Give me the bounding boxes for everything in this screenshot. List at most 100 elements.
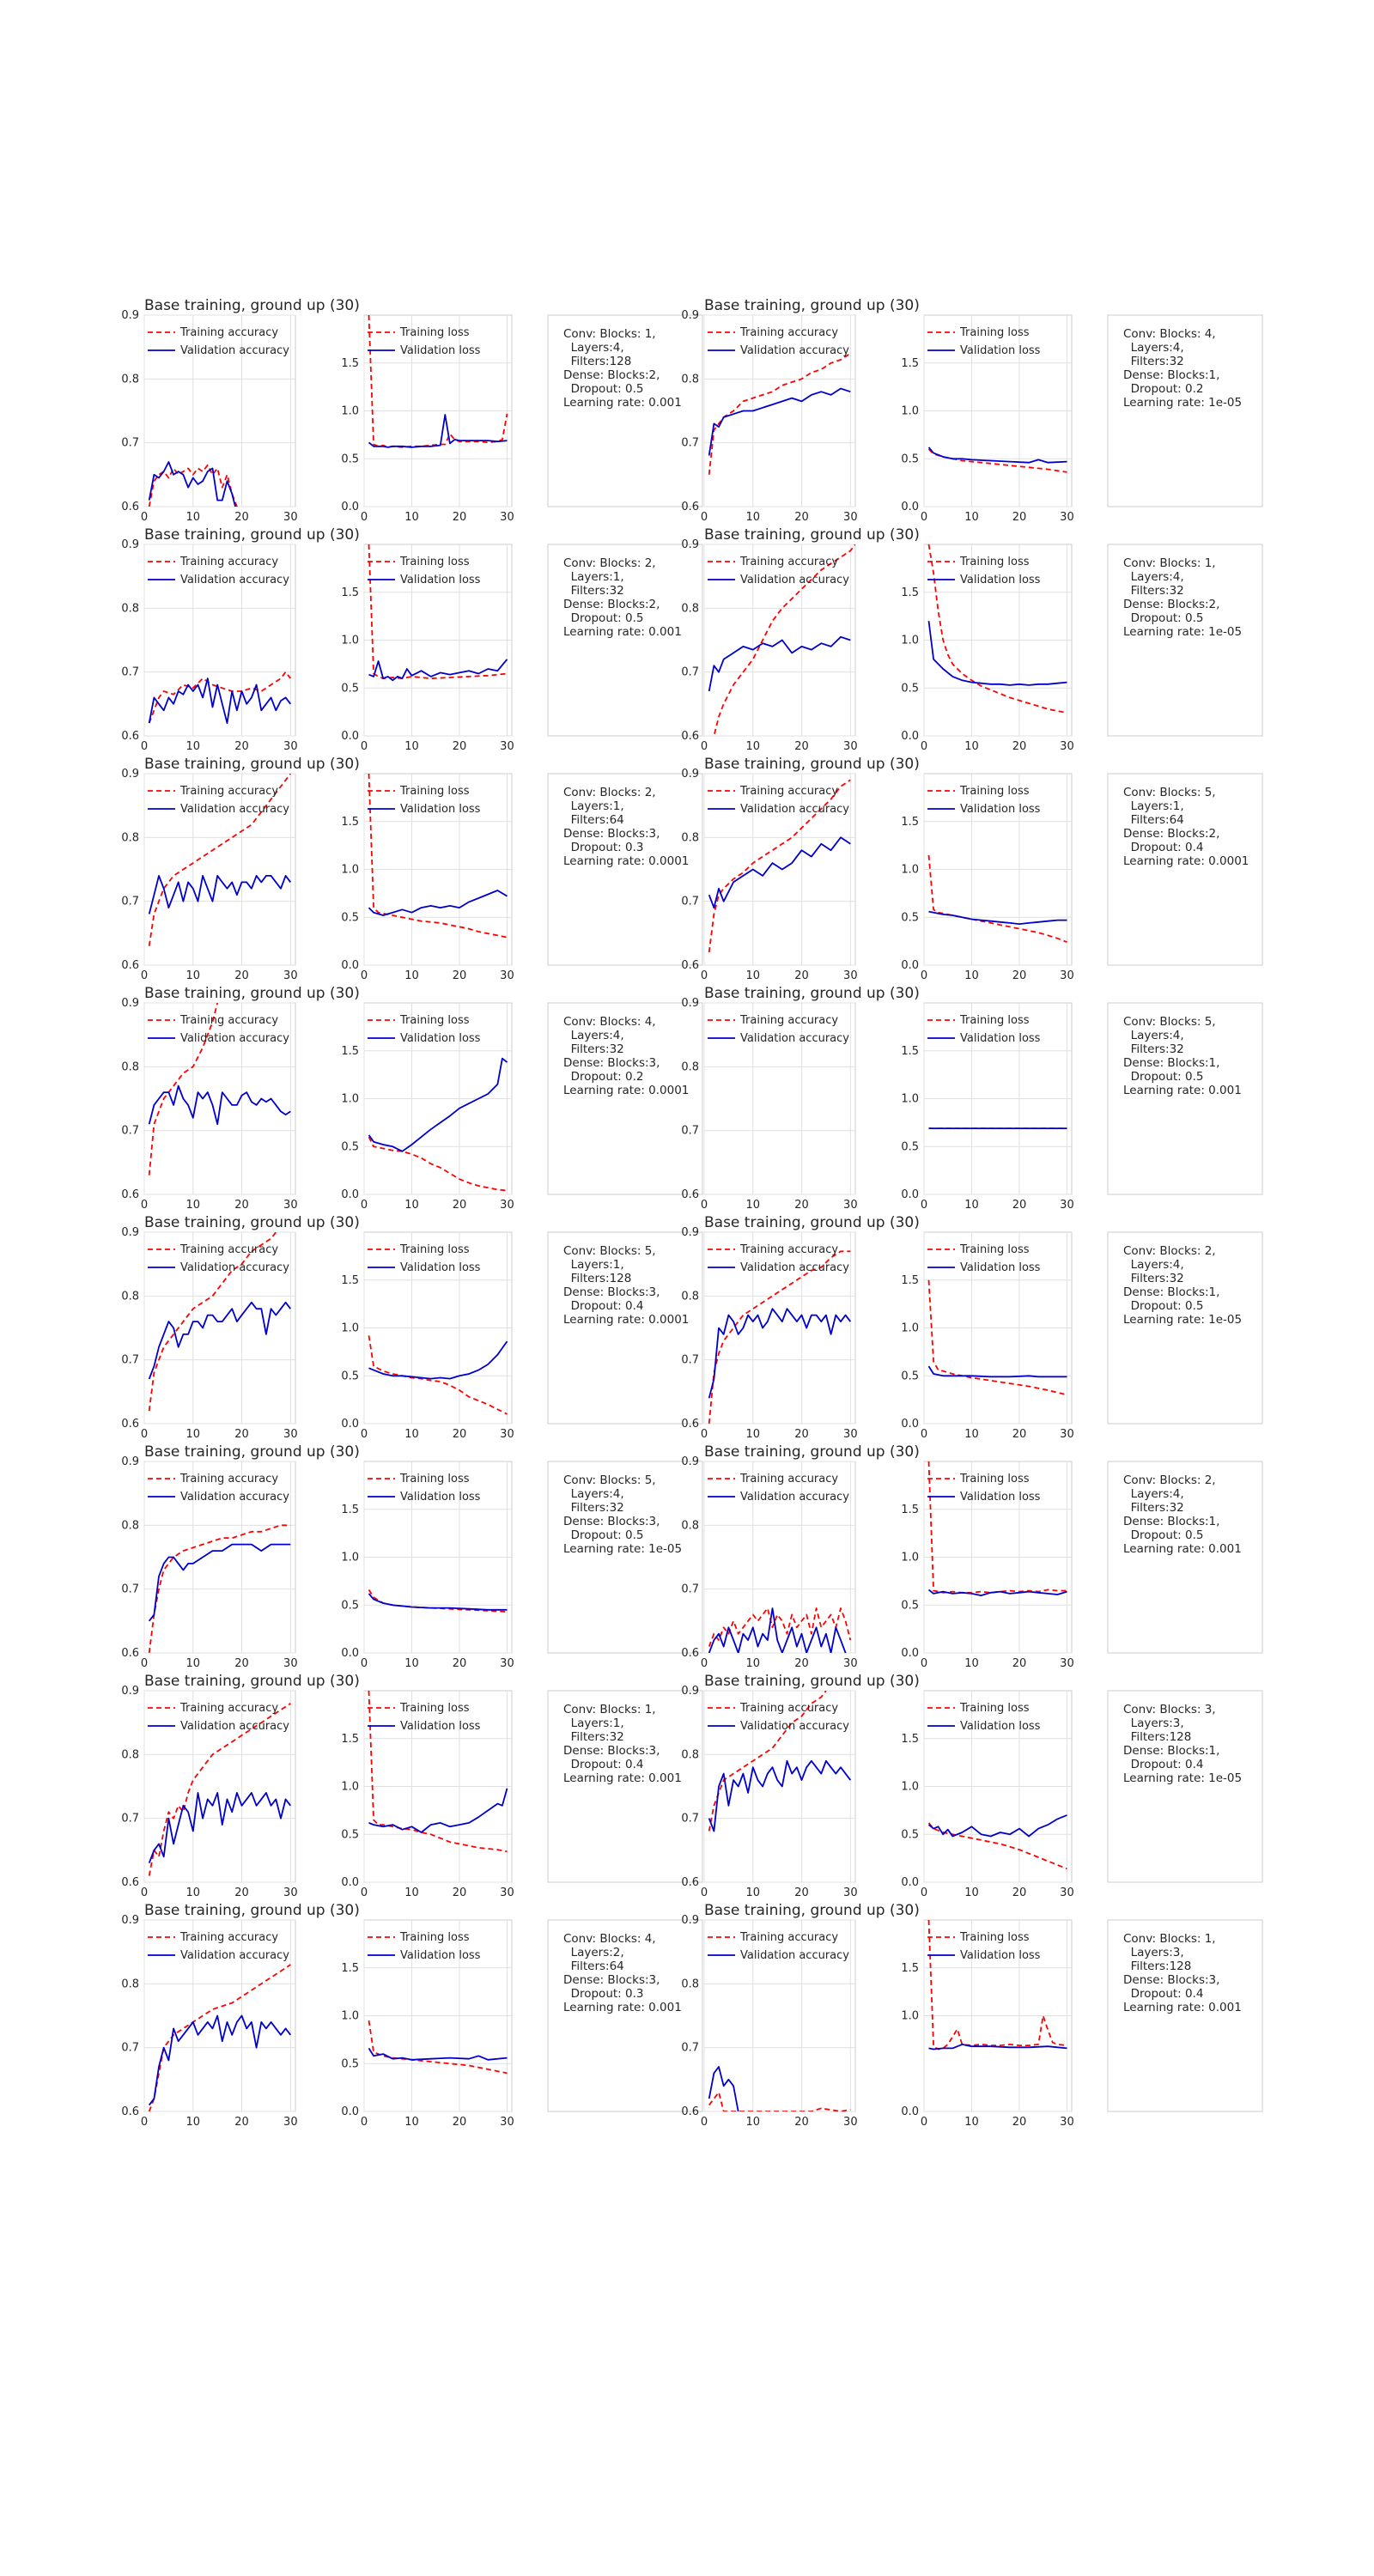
subplot-title: Base training, ground up (30) — [144, 1214, 360, 1231]
accuracy-plot-area — [703, 1690, 856, 1883]
series-lines — [708, 1691, 852, 1832]
y-tick-label: 1.5 — [341, 1962, 359, 1975]
training-accuracy-line — [708, 1691, 827, 1832]
y-tick-label: 0.8 — [121, 1519, 139, 1532]
y-tick-label: 0.7 — [121, 2042, 139, 2055]
legend-label: Training accuracy — [179, 1931, 278, 1944]
x-tick-label: 10 — [964, 2116, 979, 2129]
x-tick-label: 20 — [794, 740, 809, 753]
x-tick-label: 0 — [361, 2116, 368, 2129]
training-loss-line — [368, 1335, 508, 1415]
config-line: Learning rate: 0.001 — [1123, 1084, 1242, 1097]
y-tick-label: 0.9 — [681, 1455, 699, 1468]
series-lines — [368, 2020, 508, 2075]
y-tick-label: 0.7 — [121, 896, 139, 908]
legend-label: Validation loss — [400, 1720, 481, 1733]
legend-label: Training accuracy — [179, 556, 278, 568]
config-line: Dropout: 0.4 — [563, 1299, 643, 1313]
config-line: Learning rate: 1e-05 — [1123, 625, 1242, 639]
run-7: Base training, ground up (30)0 10 20 300.60… — [121, 985, 703, 1212]
config-panel — [547, 314, 703, 507]
y-tick-label: 0.5 — [341, 453, 359, 465]
training-loss-line — [368, 1691, 508, 1853]
x-tick-label: 10 — [186, 511, 201, 524]
y-tick-label: 0.6 — [121, 730, 139, 743]
accuracy-plot-area — [143, 544, 296, 737]
legend-label: Training loss — [399, 1473, 470, 1485]
config-line: Conv: Blocks: 5, — [1123, 1015, 1216, 1029]
config-line: Dropout: 0.2 — [563, 1070, 643, 1084]
x-tick-label: 10 — [404, 2116, 419, 2129]
config-line: Learning rate: 0.0001 — [563, 1313, 689, 1327]
accuracy-plot-area — [143, 1690, 296, 1883]
y-tick-label: 0.9 — [121, 309, 139, 322]
series-lines — [927, 854, 1067, 944]
training-accuracy-line — [148, 1232, 277, 1412]
legend-label: Training accuracy — [739, 785, 838, 798]
run-16: Base training, ground up (30)0 10 20 300.60… — [681, 1902, 1263, 2129]
y-tick-label: 0.5 — [341, 1599, 359, 1612]
x-tick-label: 10 — [964, 511, 979, 524]
y-tick-label: 0.8 — [681, 831, 699, 844]
y-tick-label: 0.8 — [681, 373, 699, 386]
y-tick-label: 0.8 — [121, 831, 139, 844]
legend-label: Validation loss — [400, 1032, 481, 1045]
x-tick-label: 10 — [186, 969, 201, 982]
config-line: Layers:3, — [1123, 1716, 1184, 1730]
y-tick-label: 0.5 — [901, 1140, 919, 1153]
config-line: Learning rate: 0.0001 — [1123, 854, 1249, 868]
y-tick-label: 0.5 — [901, 1370, 919, 1382]
x-tick-label: 0 — [701, 1428, 708, 1441]
run-3: Base training, ground up (30)0 10 20 300.60… — [121, 526, 703, 753]
config-panel — [1107, 1461, 1263, 1654]
legend-label: Training loss — [399, 1931, 470, 1944]
config-line: Dense: Blocks:3, — [563, 1515, 660, 1528]
config-line: Dense: Blocks:2, — [563, 598, 660, 611]
config-panel — [1107, 1919, 1263, 2112]
x-tick-label: 30 — [843, 1428, 858, 1441]
training-accuracy-line — [708, 2091, 851, 2111]
y-tick-label: 0.6 — [681, 2105, 699, 2118]
x-tick-label: 10 — [746, 740, 761, 753]
validation-loss-line — [368, 1788, 508, 1833]
x-tick-label: 10 — [964, 1886, 979, 1899]
y-tick-label: 0.7 — [121, 666, 139, 679]
config-line: Filters:128 — [563, 1272, 631, 1285]
config-line: Dense: Blocks:2, — [563, 368, 660, 382]
training-loss-line — [927, 854, 1067, 944]
validation-accuracy-line — [148, 1301, 292, 1380]
x-tick-label: 20 — [234, 2116, 249, 2129]
y-tick-label: 0.9 — [121, 1226, 139, 1239]
y-tick-label: 0.7 — [681, 1583, 699, 1596]
y-tick-label: 0.9 — [681, 1914, 699, 1927]
validation-loss-line — [928, 2043, 1067, 2050]
run-13: Base training, ground up (30)0 10 20 300.60… — [121, 1673, 703, 1899]
validation-accuracy-line — [148, 1791, 292, 1864]
y-tick-label: 0.7 — [681, 1354, 699, 1367]
subplot-title: Base training, ground up (30) — [144, 1443, 360, 1461]
accuracy-plot-area — [703, 544, 856, 737]
x-tick-label: 0 — [141, 1428, 148, 1441]
config-line: Filters:64 — [1123, 813, 1184, 827]
config-line: Conv: Blocks: 5, — [563, 1244, 656, 1258]
y-tick-label: 1.0 — [341, 1322, 359, 1335]
series-lines — [368, 774, 508, 939]
legend-label: Validation accuracy — [180, 1261, 289, 1274]
subplot-title: Base training, ground up (30) — [704, 756, 920, 773]
x-tick-label: 20 — [234, 740, 249, 753]
accuracy-plot-area — [703, 773, 856, 966]
x-tick-label: 20 — [794, 511, 809, 524]
x-tick-label: 0 — [921, 740, 927, 753]
subplot-title: Base training, ground up (30) — [144, 526, 360, 544]
config-line: Dense: Blocks:1, — [1123, 1744, 1219, 1758]
x-tick-label: 0 — [361, 969, 368, 982]
config-panel — [547, 1461, 703, 1654]
x-tick-label: 10 — [746, 1657, 761, 1670]
y-tick-label: 0.8 — [681, 1748, 699, 1761]
training-accuracy-line — [148, 1703, 291, 1876]
x-tick-label: 10 — [746, 1199, 761, 1212]
config-line: Filters:32 — [1123, 355, 1184, 368]
subplot-title: Base training, ground up (30) — [704, 1214, 920, 1231]
x-tick-label: 30 — [843, 1886, 858, 1899]
x-tick-label: 30 — [500, 1657, 514, 1670]
